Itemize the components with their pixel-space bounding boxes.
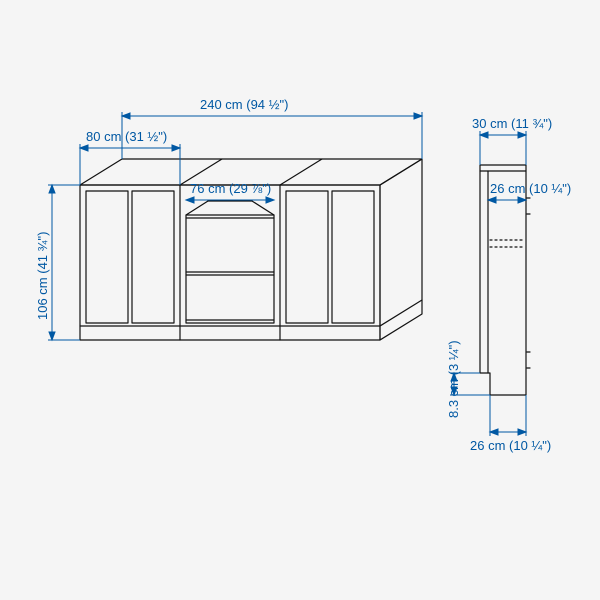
front-elevation (0, 0, 600, 600)
dim-width-total: 240 cm (94 ½") (200, 97, 288, 112)
dim-depth-top: 30 cm (11 ¾") (472, 116, 552, 131)
dim-depth-inner: 26 cm (10 ¼") (490, 181, 571, 196)
dim-width-unit: 80 cm (31 ½") (86, 129, 167, 144)
dim-height: 106 cm (41 ¾") (35, 232, 50, 320)
dim-toe-d: 26 cm (10 ¼") (470, 438, 551, 453)
dim-width-inner: 76 cm (29 ⅞") (190, 181, 271, 196)
drawing-stage: 240 cm (94 ½") 80 cm (31 ½") 76 cm (29 ⅞… (0, 0, 600, 600)
dim-toe-h: 8.3 cm (3 ¼") (446, 340, 461, 418)
